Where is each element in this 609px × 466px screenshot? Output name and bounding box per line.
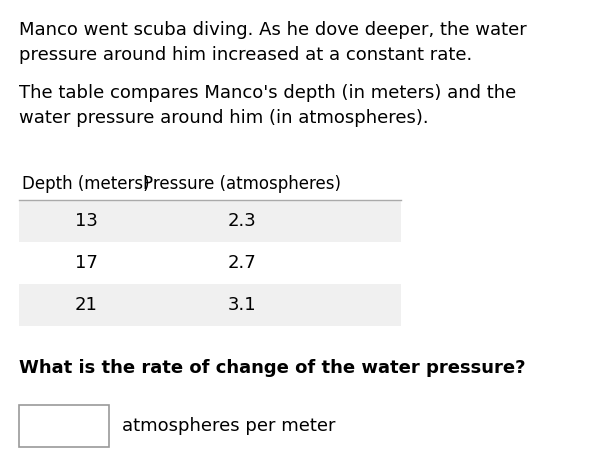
Text: Depth (meters): Depth (meters): [23, 175, 150, 193]
Text: 17: 17: [75, 254, 97, 272]
Text: Pressure (atmospheres): Pressure (atmospheres): [143, 175, 341, 193]
Text: 3.1: 3.1: [228, 296, 256, 314]
Bar: [19, 284, 401, 326]
FancyBboxPatch shape: [19, 405, 108, 447]
Text: atmospheres per meter: atmospheres per meter: [122, 418, 336, 435]
Text: The table compares Manco's depth (in meters) and the
water pressure around him (: The table compares Manco's depth (in met…: [19, 84, 516, 127]
Text: 21: 21: [75, 296, 97, 314]
Text: 13: 13: [75, 212, 97, 230]
Bar: [19, 200, 401, 242]
Text: 2.3: 2.3: [228, 212, 256, 230]
Bar: [19, 242, 401, 284]
Text: 2.7: 2.7: [228, 254, 256, 272]
Text: What is the rate of change of the water pressure?: What is the rate of change of the water …: [19, 359, 526, 377]
Text: Manco went scuba diving. As he dove deeper, the water
pressure around him increa: Manco went scuba diving. As he dove deep…: [19, 21, 527, 64]
